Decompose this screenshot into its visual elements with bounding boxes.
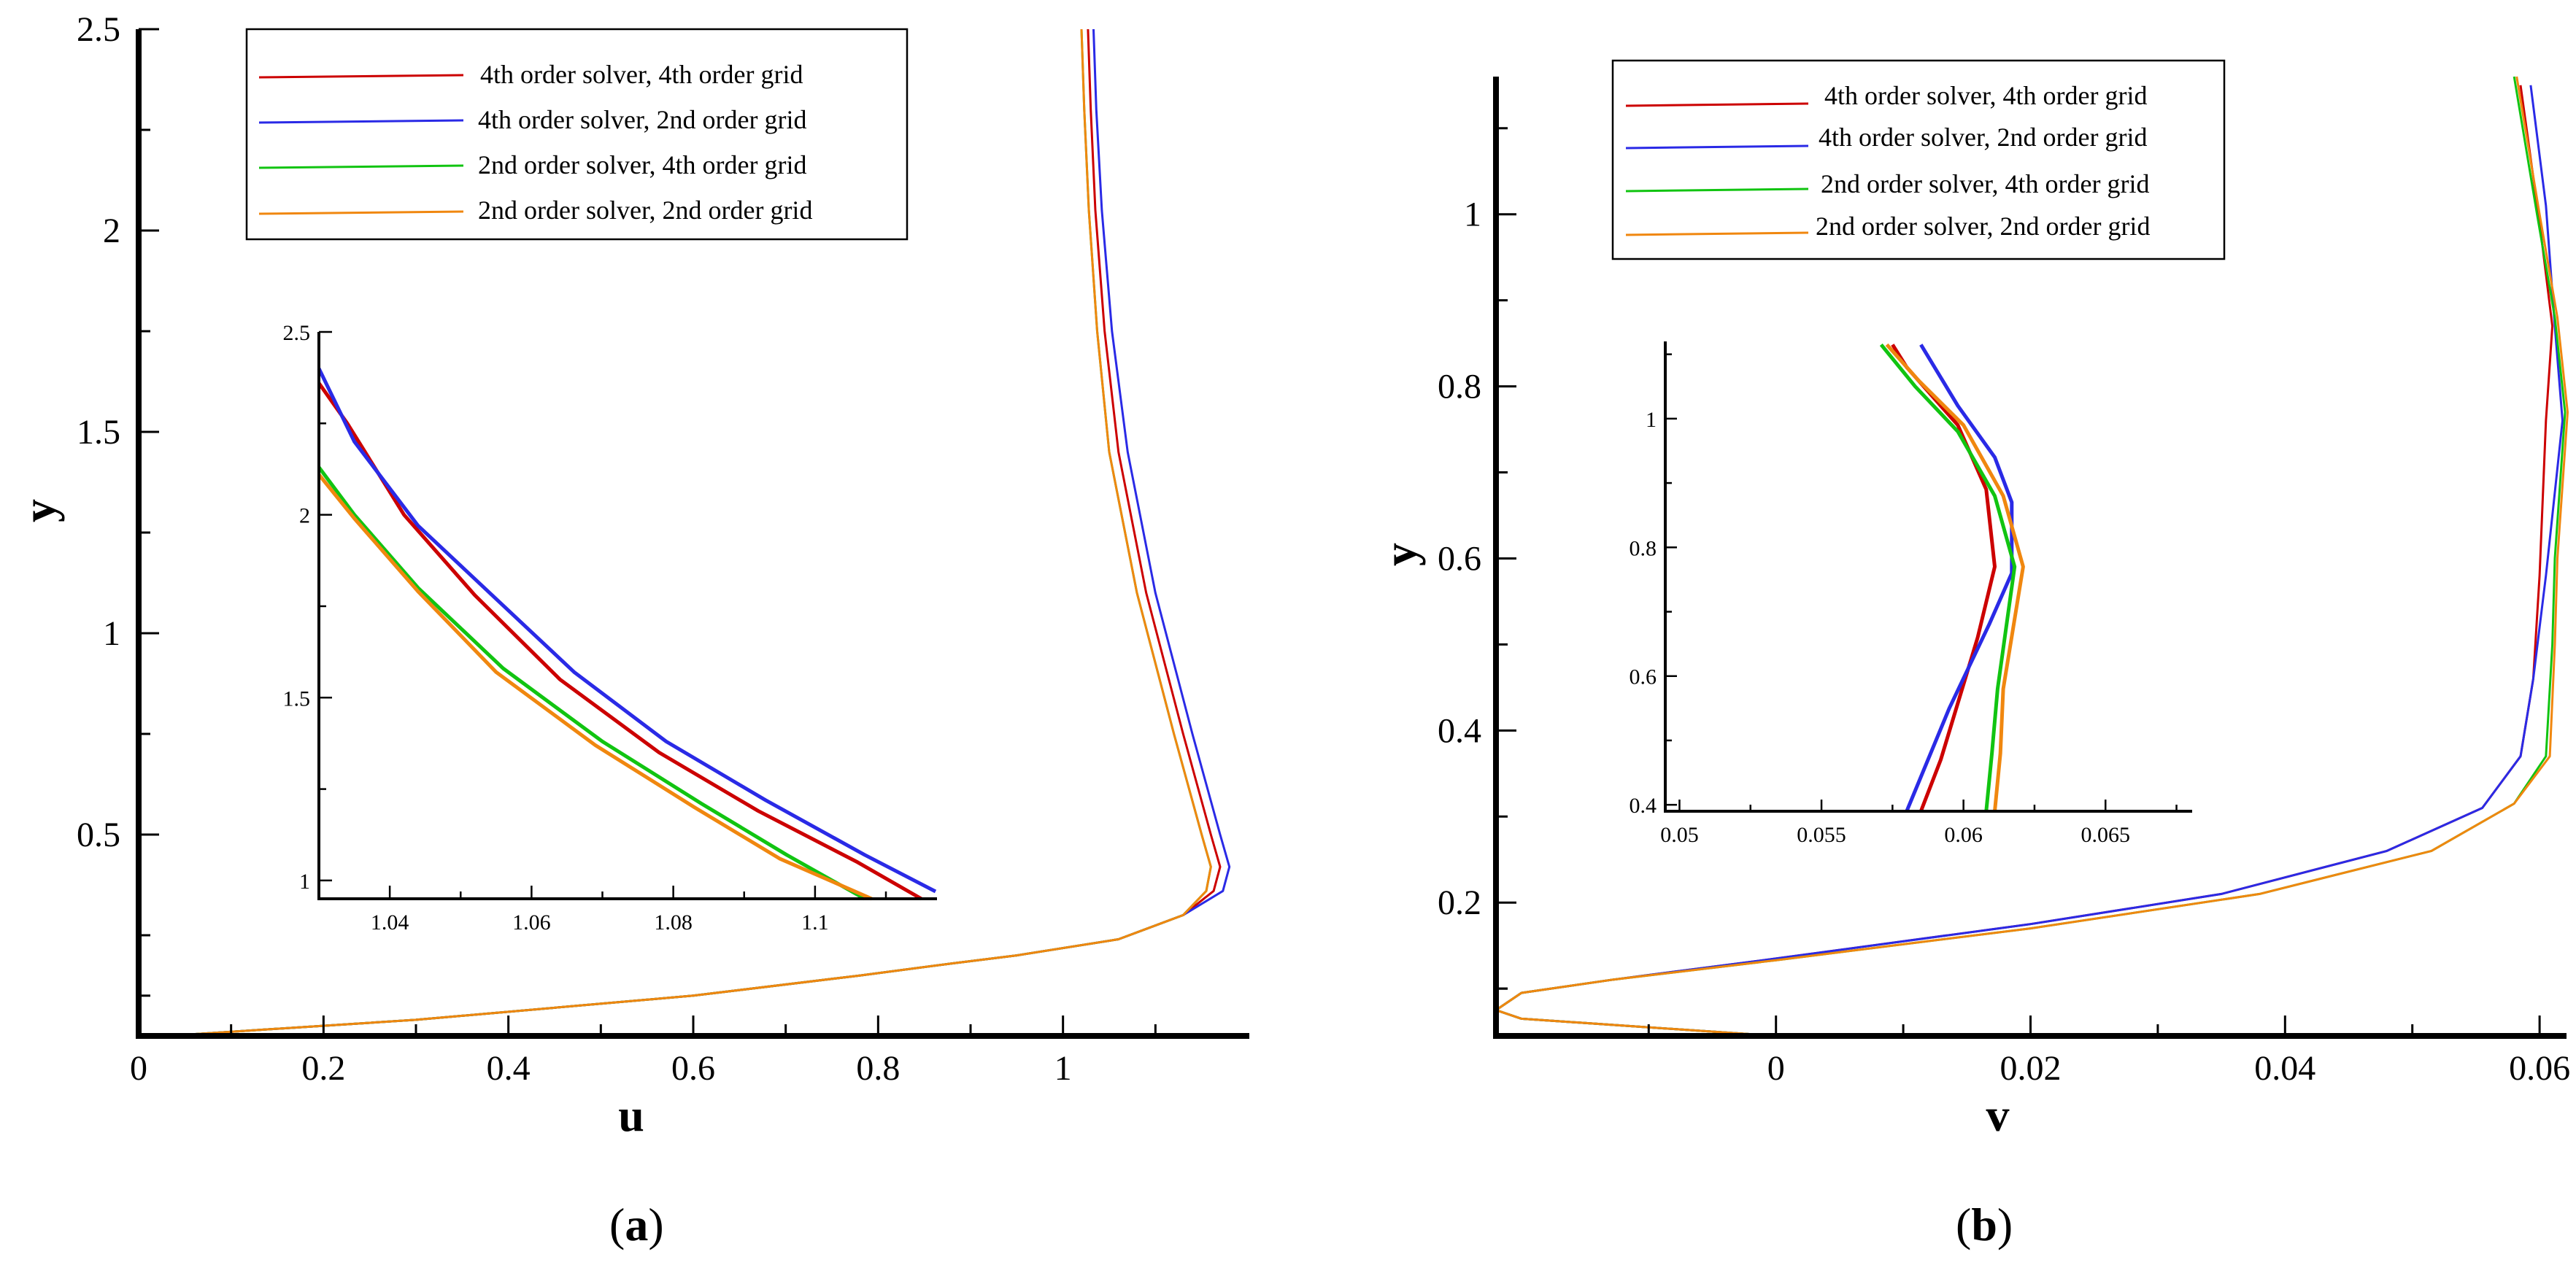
legend-swatch	[258, 210, 464, 215]
series-line	[1879, 343, 2017, 812]
x-tick-label: 0.8	[856, 1049, 900, 1088]
panel-a-series-group	[166, 28, 1231, 1037]
panel-a-inset-axes: 1.04 1.06 1.08 1.1 1 1.5 2 2.5	[283, 321, 937, 935]
y-tick-label: 2.5	[77, 10, 120, 49]
y-tick-label: 0.6	[1438, 539, 1481, 578]
x-tick-label: 1	[1054, 1049, 1072, 1088]
series-line	[1885, 343, 2025, 812]
y-axis-title: y	[13, 499, 65, 522]
legend-label: 4th order solver, 2nd order grid	[478, 105, 806, 134]
legend-swatch	[258, 164, 464, 169]
legend-swatch	[1625, 231, 1809, 236]
x-tick-label: 0.2	[301, 1049, 345, 1088]
caption-letter: a	[625, 1199, 648, 1250]
caption-close: )	[648, 1199, 663, 1250]
legend-swatch	[1625, 187, 1809, 193]
x-tick-label: 0.02	[2000, 1049, 2062, 1088]
panel-b-axes: 0 0.02 0.04 0.06 0.2 0.4 0.6 0.8 1 v y	[1374, 77, 2570, 1141]
y-tick-label: 2.5	[283, 321, 311, 345]
legend-swatch	[258, 74, 464, 79]
legend-swatch	[1625, 102, 1809, 107]
series-line	[317, 382, 922, 901]
panel-b-legend: 4th order solver, 4th order grid 4th ord…	[1611, 59, 2226, 260]
caption-open: (	[609, 1199, 625, 1250]
x-tick-label: 0	[130, 1049, 147, 1088]
caption-open: (	[1956, 1199, 1971, 1250]
y-tick-label: 1	[103, 614, 120, 653]
caption-b: (b)	[1956, 1199, 2013, 1250]
x-tick-label: 0.05	[1660, 823, 1699, 847]
x-tick-label: 0.4	[487, 1049, 531, 1088]
y-tick-label: 2	[299, 504, 310, 528]
legend-label: 2nd order solver, 4th order grid	[1821, 169, 2149, 198]
legend-label: 2nd order solver, 4th order grid	[478, 150, 806, 179]
panel-a-inset: 1.04 1.06 1.08 1.1 1 1.5 2 2.5	[283, 321, 937, 935]
legend-label: 4th order solver, 2nd order grid	[1819, 123, 2147, 152]
y-tick-label: 0.4	[1438, 711, 1481, 750]
y-tick-label: 1.5	[77, 413, 120, 452]
legend-label: 2nd order solver, 2nd order grid	[478, 196, 812, 225]
legend-label: 4th order solver, 4th order grid	[480, 60, 803, 89]
x-tick-label: 0.04	[2254, 1049, 2315, 1088]
panel-a-axes: 0 0.2 0.4 0.6 0.8 1 0.5 1 1.5 2 2.5 u y	[13, 10, 1249, 1141]
x-axis-title: v	[1986, 1089, 2010, 1141]
y-tick-label: 0.5	[77, 816, 120, 854]
series-line	[166, 28, 1212, 1037]
x-tick-label: 0.065	[2081, 823, 2130, 847]
x-tick-label: 1.1	[801, 910, 829, 935]
y-tick-label: 1	[299, 870, 310, 894]
caption-a: (a)	[609, 1199, 664, 1250]
caption-letter: b	[1971, 1199, 1997, 1250]
panel-a-legend: 4th order solver, 4th order grid 4th ord…	[245, 28, 909, 241]
legend-box	[245, 28, 909, 241]
y-tick-label: 0.6	[1630, 665, 1657, 689]
x-tick-label: 1.04	[371, 910, 409, 935]
x-tick-label: 0.06	[1944, 823, 1983, 847]
y-tick-label: 1	[1646, 408, 1657, 432]
panel-b-series-group	[1495, 76, 2569, 1037]
y-tick-label: 2	[103, 212, 120, 250]
panel-a: 0 0.2 0.4 0.6 0.8 1 0.5 1 1.5 2 2.5 u y 4th order so…	[13, 10, 1249, 1250]
y-tick-label: 0.4	[1630, 794, 1657, 818]
series-line	[1495, 76, 2569, 1037]
x-tick-label: 0.6	[671, 1049, 715, 1088]
legend-swatch	[1625, 144, 1809, 150]
panel-b-inset: 0.05 0.055 0.06 0.065 0.4 0.6 0.8 1	[1605, 321, 2204, 847]
panel-b-inset-series-group	[1879, 343, 2025, 812]
series-line	[317, 368, 937, 894]
y-tick-label: 0.8	[1438, 368, 1481, 406]
x-tick-label: 1.08	[654, 910, 693, 935]
panel-b-inset-axes: 0.05 0.055 0.06 0.065 0.4 0.6 0.8 1	[1630, 341, 2192, 847]
x-tick-label: 0.055	[1797, 823, 1846, 847]
series-line	[317, 466, 866, 901]
panel-a-inset-series-group	[317, 368, 937, 901]
y-tick-label: 0.2	[1438, 883, 1481, 922]
y-tick-label: 1.5	[283, 686, 311, 711]
legend-box	[1611, 59, 2226, 260]
series-line	[1905, 344, 2014, 812]
series-line	[317, 473, 873, 901]
legend-label: 2nd order solver, 2nd order grid	[1816, 212, 2150, 241]
y-axis-title: y	[1374, 543, 1426, 566]
legend-swatch	[258, 119, 464, 124]
x-tick-label: 0.06	[2509, 1049, 2570, 1088]
panel-b: 0 0.02 0.04 0.06 0.2 0.4 0.6 0.8 1 v y 4th order s…	[1374, 59, 2570, 1250]
x-axis-title: u	[618, 1089, 644, 1141]
x-tick-label: 1.06	[512, 910, 551, 935]
x-tick-label: 0	[1767, 1049, 1785, 1088]
caption-close: )	[1997, 1199, 2013, 1250]
y-tick-label: 1	[1464, 196, 1481, 234]
y-tick-label: 0.8	[1630, 536, 1657, 560]
legend-label: 4th order solver, 4th order grid	[1824, 81, 2147, 110]
